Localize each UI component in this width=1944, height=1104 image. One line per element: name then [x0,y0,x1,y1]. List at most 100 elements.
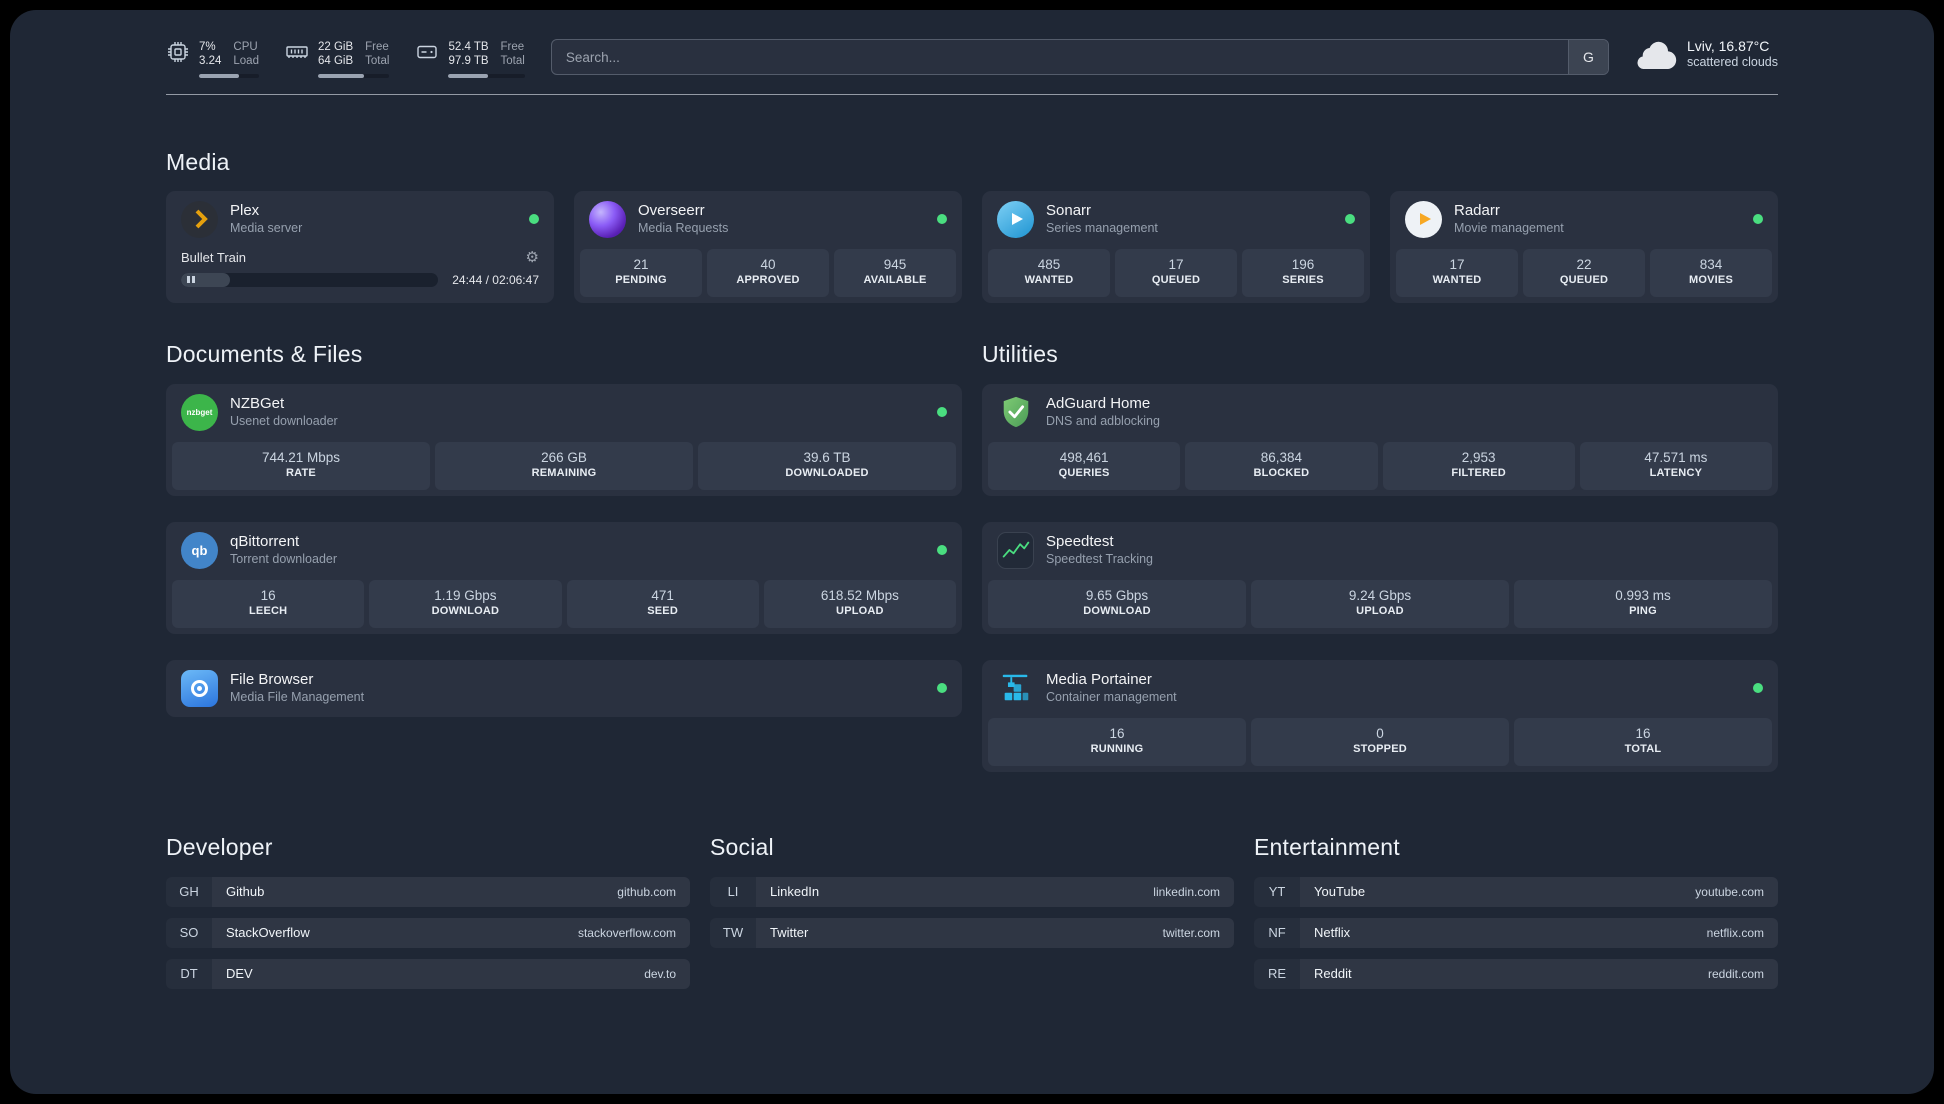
service-desc: Usenet downloader [230,413,338,428]
service-link-filebrowser[interactable]: File Browser Media File Management [166,660,962,717]
topbar-divider [166,93,1778,95]
bookmark-github[interactable]: GH Github github.com [166,876,690,907]
plex-icon [181,200,218,238]
stat-remaining: 266 GB REMAINING [435,441,693,490]
service-card-portainer: Media Portainer Container management 16 … [982,659,1778,772]
service-link-sonarr[interactable]: Sonarr Series management [982,191,1370,248]
section-title-social: Social [710,833,774,860]
stat-value: 17 [1168,256,1184,272]
service-name: File Browser [230,670,314,688]
service-link-nzbget[interactable]: nzbget NZBGet Usenet downloader [166,384,962,441]
stat-label: DOWNLOAD [431,605,500,618]
stat-value: 2,953 [1461,449,1496,465]
stat-value: 16 [260,587,276,603]
stat-value: 618.52 Mbps [820,587,899,603]
bookmark-url: netflix.com [1706,925,1764,940]
bookmark-name: Twitter [770,925,809,940]
stat-upload: 9.24 Gbps UPLOAD [1251,579,1509,628]
stat-queued: 17 QUEUED [1115,248,1237,297]
bookmark-url: youtube.com [1695,884,1764,899]
service-link-plex[interactable]: Plex Media server [166,191,554,248]
stats-row: 9.65 Gbps DOWNLOAD 9.24 Gbps UPLOAD 0.99… [982,579,1778,634]
status-dot [937,214,947,225]
service-name: Plex [230,202,260,220]
section-title-developer: Developer [166,833,273,860]
service-name: qBittorrent [230,532,300,550]
section-title-entertainment: Entertainment [1254,833,1400,860]
bookmark-dev[interactable]: DT DEV dev.to [166,958,690,989]
bookmarks-developer: Developer GH Github github.com SO StackO… [166,834,690,989]
cpu-icon [168,42,188,62]
memory-free-label: Free [365,41,389,53]
bookmark-abbr: SO [166,918,212,948]
service-name: Overseerr [638,202,705,220]
stat-label: PING [1629,605,1657,618]
service-link-qbittorrent[interactable]: qb qBittorrent Torrent downloader [166,522,962,579]
stat-wanted: 485 WANTED [988,248,1110,297]
bookmark-abbr: YT [1254,877,1300,907]
bookmark-stackoverflow[interactable]: SO StackOverflow stackoverflow.com [166,917,690,948]
pause-button[interactable] [181,272,230,287]
stat-stopped: 0 STOPPED [1251,717,1509,766]
search-input[interactable] [550,39,1609,75]
stat-label: QUEUED [1559,274,1609,287]
bookmarks-entertainment: Entertainment YT YouTube youtube.com NF … [1254,834,1778,989]
service-card-sonarr: Sonarr Series management 485 WANTED 17 Q… [982,190,1370,303]
bookmark-reddit[interactable]: RE Reddit reddit.com [1254,958,1778,989]
service-link-overseerr[interactable]: Overseerr Media Requests [574,191,962,248]
bookmark-netflix[interactable]: NF Netflix netflix.com [1254,917,1778,948]
bookmark-name: YouTube [1314,884,1366,899]
bookmark-twitter[interactable]: TW Twitter twitter.com [710,917,1234,948]
service-link-speedtest[interactable]: Speedtest Speedtest Tracking [982,522,1778,579]
bookmark-abbr: NF [1254,918,1300,948]
bookmark-youtube[interactable]: YT YouTube youtube.com [1254,876,1778,907]
stat-value: 498,461 [1059,449,1109,465]
stat-filtered: 2,953 FILTERED [1382,441,1575,490]
stats-row: 498,461 QUERIES 86,384 BLOCKED 2,953 FIL… [982,441,1778,496]
stat-value: 485 [1037,256,1061,272]
bookmark-url: dev.to [644,966,676,981]
service-name: AdGuard Home [1046,395,1151,412]
stat-label: SEED [647,605,678,618]
search-provider-button[interactable]: G [1567,40,1608,74]
service-card-qbittorrent: qb qBittorrent Torrent downloader 16 LEE… [166,521,962,634]
service-desc: Speedtest Tracking [1046,551,1154,566]
disk-free-label: Free [500,41,525,53]
stat-label: UPLOAD [1356,605,1404,618]
stat-label: SERIES [1282,274,1324,287]
service-link-adguard[interactable]: AdGuard Home DNS and adblocking [982,384,1778,441]
service-desc: Movie management [1454,220,1564,235]
stat-label: REMAINING [531,467,597,480]
radarr-icon [1405,200,1442,238]
weather-condition: scattered clouds [1686,55,1778,70]
stat-label: BLOCKED [1253,467,1310,480]
service-link-portainer[interactable]: Media Portainer Container management [982,660,1778,717]
bookmark-url: twitter.com [1162,925,1220,940]
bookmark-name: Netflix [1314,925,1351,940]
stat-wanted: 17 WANTED [1396,248,1518,297]
stat-label: DOWNLOAD [1083,605,1151,618]
status-dot [1753,683,1763,694]
bookmark-linkedin[interactable]: LI LinkedIn linkedin.com [710,876,1234,907]
bookmark-url: reddit.com [1707,966,1764,981]
section-title-utilities: Utilities [982,340,1058,367]
service-desc: Series management [1046,220,1158,235]
gear-icon[interactable]: ⚙ [525,248,539,266]
stat-label: AVAILABLE [863,274,927,287]
cloud-icon [1637,41,1677,70]
overseerr-icon [589,200,626,238]
cpu-usage: 7% [199,41,216,53]
service-link-radarr[interactable]: Radarr Movie management [1390,191,1778,248]
stat-series: 196 SERIES [1242,248,1364,297]
stat-ping: 0.993 ms PING [1514,579,1772,628]
stat-label: WANTED [1432,274,1482,287]
stat-label: QUEUED [1151,274,1201,287]
service-desc: DNS and adblocking [1046,413,1160,428]
search-bar: G [550,39,1609,75]
status-dot [937,683,947,694]
service-card-filebrowser: File Browser Media File Management [166,659,962,717]
memory-widget: 22 GiB 64 GiB Free Total [285,36,390,78]
service-name: Media Portainer [1046,670,1152,688]
service-card-overseerr: Overseerr Media Requests 21 PENDING 40 A… [574,190,962,303]
stat-value: 266 GB [541,449,587,465]
